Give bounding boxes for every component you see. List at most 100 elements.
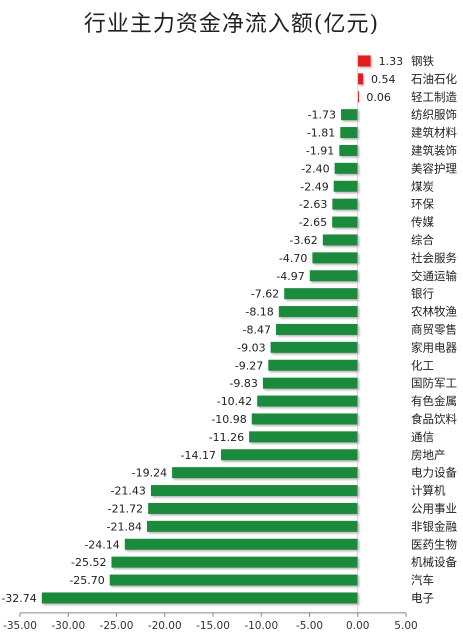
- value-label-17: -9.27: [235, 359, 263, 372]
- bar-18: [262, 377, 358, 389]
- value-label-6: -2.40: [301, 162, 329, 175]
- bar-1: [357, 73, 363, 85]
- category-label-18: 国防军工: [411, 376, 457, 390]
- value-label-5: -1.91: [306, 144, 334, 157]
- category-label-11: 社会服务: [411, 251, 457, 265]
- bar-26: [146, 520, 358, 532]
- value-label-0: 1.33: [379, 55, 404, 68]
- value-label-13: -7.62: [251, 288, 279, 301]
- value-label-26: -21.84: [107, 520, 142, 533]
- category-label-19: 有色金属: [411, 394, 457, 408]
- value-label-15: -8.47: [243, 323, 271, 336]
- bar-29: [109, 574, 358, 586]
- bar-9: [332, 216, 358, 228]
- bar-11: [312, 252, 358, 264]
- category-label-29: 汽车: [411, 573, 434, 587]
- category-label-24: 计算机: [411, 484, 446, 498]
- bar-8: [332, 198, 358, 210]
- x-tick-label-7: 0.00: [346, 620, 369, 632]
- bar-28: [111, 556, 358, 568]
- category-label-12: 交通运输: [411, 269, 457, 283]
- category-label-22: 房地产: [411, 448, 446, 462]
- value-label-18: -9.83: [229, 377, 257, 390]
- category-label-7: 煤炭: [411, 179, 434, 193]
- bar-6: [334, 162, 358, 174]
- value-label-4: -1.81: [307, 127, 335, 140]
- x-tick-label-4: -15.00: [196, 620, 230, 632]
- value-label-25: -21.72: [108, 502, 143, 515]
- bar-4: [340, 127, 358, 139]
- value-label-7: -2.49: [300, 180, 328, 193]
- bar-14: [278, 306, 358, 318]
- bar-16: [270, 341, 358, 353]
- category-label-27: 医药生物: [411, 537, 457, 551]
- category-label-4: 建筑材料: [411, 126, 457, 140]
- value-label-28: -25.52: [71, 556, 106, 569]
- x-tick-label-8: 5.00: [394, 620, 417, 632]
- category-label-21: 通信: [411, 430, 434, 444]
- value-label-24: -21.43: [110, 485, 145, 498]
- category-label-26: 非银金融: [411, 519, 457, 533]
- chart-title: 行业主力资金净流入额(亿元): [83, 12, 380, 37]
- bar-15: [276, 323, 358, 335]
- value-label-23: -19.24: [132, 467, 167, 480]
- category-label-9: 传媒: [411, 215, 434, 229]
- bar-20: [251, 413, 358, 425]
- bar-23: [172, 467, 358, 479]
- bar-10: [322, 234, 358, 246]
- bar-7: [333, 180, 358, 192]
- category-label-3: 纺织服饰: [411, 108, 457, 122]
- value-label-11: -4.70: [279, 252, 307, 265]
- x-tick-label-2: -25.00: [100, 620, 134, 632]
- value-label-12: -4.97: [276, 270, 304, 283]
- bar-21: [249, 431, 358, 443]
- value-label-9: -2.65: [299, 216, 327, 229]
- category-label-23: 电力设备: [411, 466, 457, 480]
- value-label-3: -1.73: [308, 109, 336, 122]
- x-tick-label-3: -20.00: [148, 620, 182, 632]
- bar-25: [148, 502, 358, 514]
- category-label-6: 美容护理: [411, 161, 457, 175]
- value-label-14: -8.18: [245, 306, 273, 319]
- x-tick-label-5: -10.00: [244, 620, 278, 632]
- category-label-0: 钢铁: [411, 54, 434, 68]
- category-label-17: 化工: [411, 358, 434, 372]
- value-label-22: -14.17: [181, 449, 216, 462]
- category-label-25: 公用事业: [411, 501, 457, 515]
- category-label-28: 机械设备: [411, 555, 457, 569]
- bar-24: [150, 485, 358, 497]
- value-label-2: 0.06: [366, 91, 391, 104]
- value-label-29: -25.70: [69, 574, 104, 587]
- category-label-16: 家用电器: [411, 340, 457, 354]
- value-label-16: -9.03: [237, 341, 265, 354]
- bar-0: [357, 55, 371, 67]
- bar-13: [284, 288, 358, 300]
- category-label-2: 轻工制造: [411, 90, 457, 104]
- category-label-8: 环保: [411, 197, 434, 211]
- bar-3: [341, 109, 358, 121]
- category-label-13: 银行: [411, 287, 434, 301]
- x-tick-label-6: -5.00: [296, 620, 323, 632]
- category-label-15: 商贸零售: [411, 322, 457, 336]
- value-label-30: -32.74: [1, 592, 36, 605]
- bar-5: [339, 144, 358, 156]
- category-label-30: 电子: [411, 591, 434, 605]
- value-label-20: -10.98: [211, 413, 246, 426]
- value-label-19: -10.42: [217, 395, 252, 408]
- bar-17: [268, 359, 358, 371]
- x-tick-label-0: -35.00: [3, 620, 37, 632]
- bar-30: [41, 592, 358, 604]
- value-label-10: -3.62: [289, 234, 317, 247]
- category-label-10: 综合: [411, 233, 434, 247]
- bar-12: [309, 270, 358, 282]
- bar-19: [257, 395, 358, 407]
- bar-27: [124, 538, 358, 550]
- value-label-27: -24.14: [84, 538, 119, 551]
- value-label-1: 0.54: [371, 73, 396, 86]
- category-label-1: 石油石化: [411, 72, 457, 86]
- category-label-14: 农林牧渔: [411, 305, 457, 319]
- bar-2: [357, 91, 359, 103]
- category-label-5: 建筑装饰: [411, 143, 457, 157]
